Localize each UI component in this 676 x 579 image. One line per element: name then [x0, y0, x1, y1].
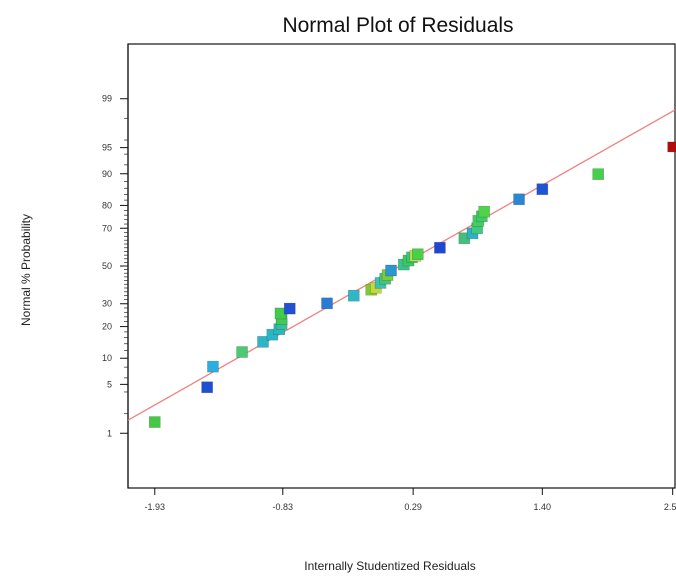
y-tick-label: 99 — [102, 94, 112, 104]
data-point — [321, 297, 333, 310]
y-ticks-layer: 1 5 10 20 30 50 70 80 90 95 99 — [102, 94, 128, 438]
x-tick-label: 1.40 — [534, 502, 552, 512]
y-tick-label: 1 — [107, 428, 112, 438]
x-tick-label: 2.52 — [664, 502, 676, 512]
data-point — [411, 248, 424, 261]
x-tick-label: -1.93 — [145, 502, 166, 512]
data-point — [236, 346, 248, 358]
data-point — [478, 205, 490, 218]
x-tick-label: -0.83 — [273, 502, 294, 512]
y-tick-label: 95 — [102, 143, 112, 153]
y-axis-label: Normal % Probability — [19, 214, 33, 326]
y-tick-label: 10 — [102, 353, 112, 363]
data-point — [148, 416, 161, 428]
y-tick-label: 30 — [102, 299, 112, 309]
data-point — [283, 302, 296, 315]
x-tick-label: 0.29 — [404, 502, 422, 512]
y-tick-label: 70 — [102, 223, 112, 233]
data-point — [201, 381, 213, 394]
x-axis-label: Internally Studentized Residuals — [304, 559, 475, 573]
data-point — [385, 264, 397, 277]
data-point — [592, 168, 604, 180]
points-layer — [148, 141, 676, 428]
data-point — [667, 141, 676, 153]
chart-title: Normal Plot of Residuals — [282, 14, 513, 37]
y-tick-label: 5 — [107, 379, 112, 389]
data-point — [536, 183, 549, 195]
x-ticks-layer: -1.93 -0.83 0.29 1.40 2.52 — [145, 488, 676, 512]
y-tick-label: 50 — [102, 261, 112, 271]
data-point — [347, 289, 360, 302]
data-point — [434, 241, 446, 254]
y-tick-label: 80 — [102, 200, 112, 210]
data-point — [513, 193, 525, 206]
data-point — [257, 336, 269, 348]
data-point — [207, 360, 219, 373]
y-tick-label: 90 — [102, 169, 112, 179]
y-tick-label: 20 — [102, 322, 112, 332]
